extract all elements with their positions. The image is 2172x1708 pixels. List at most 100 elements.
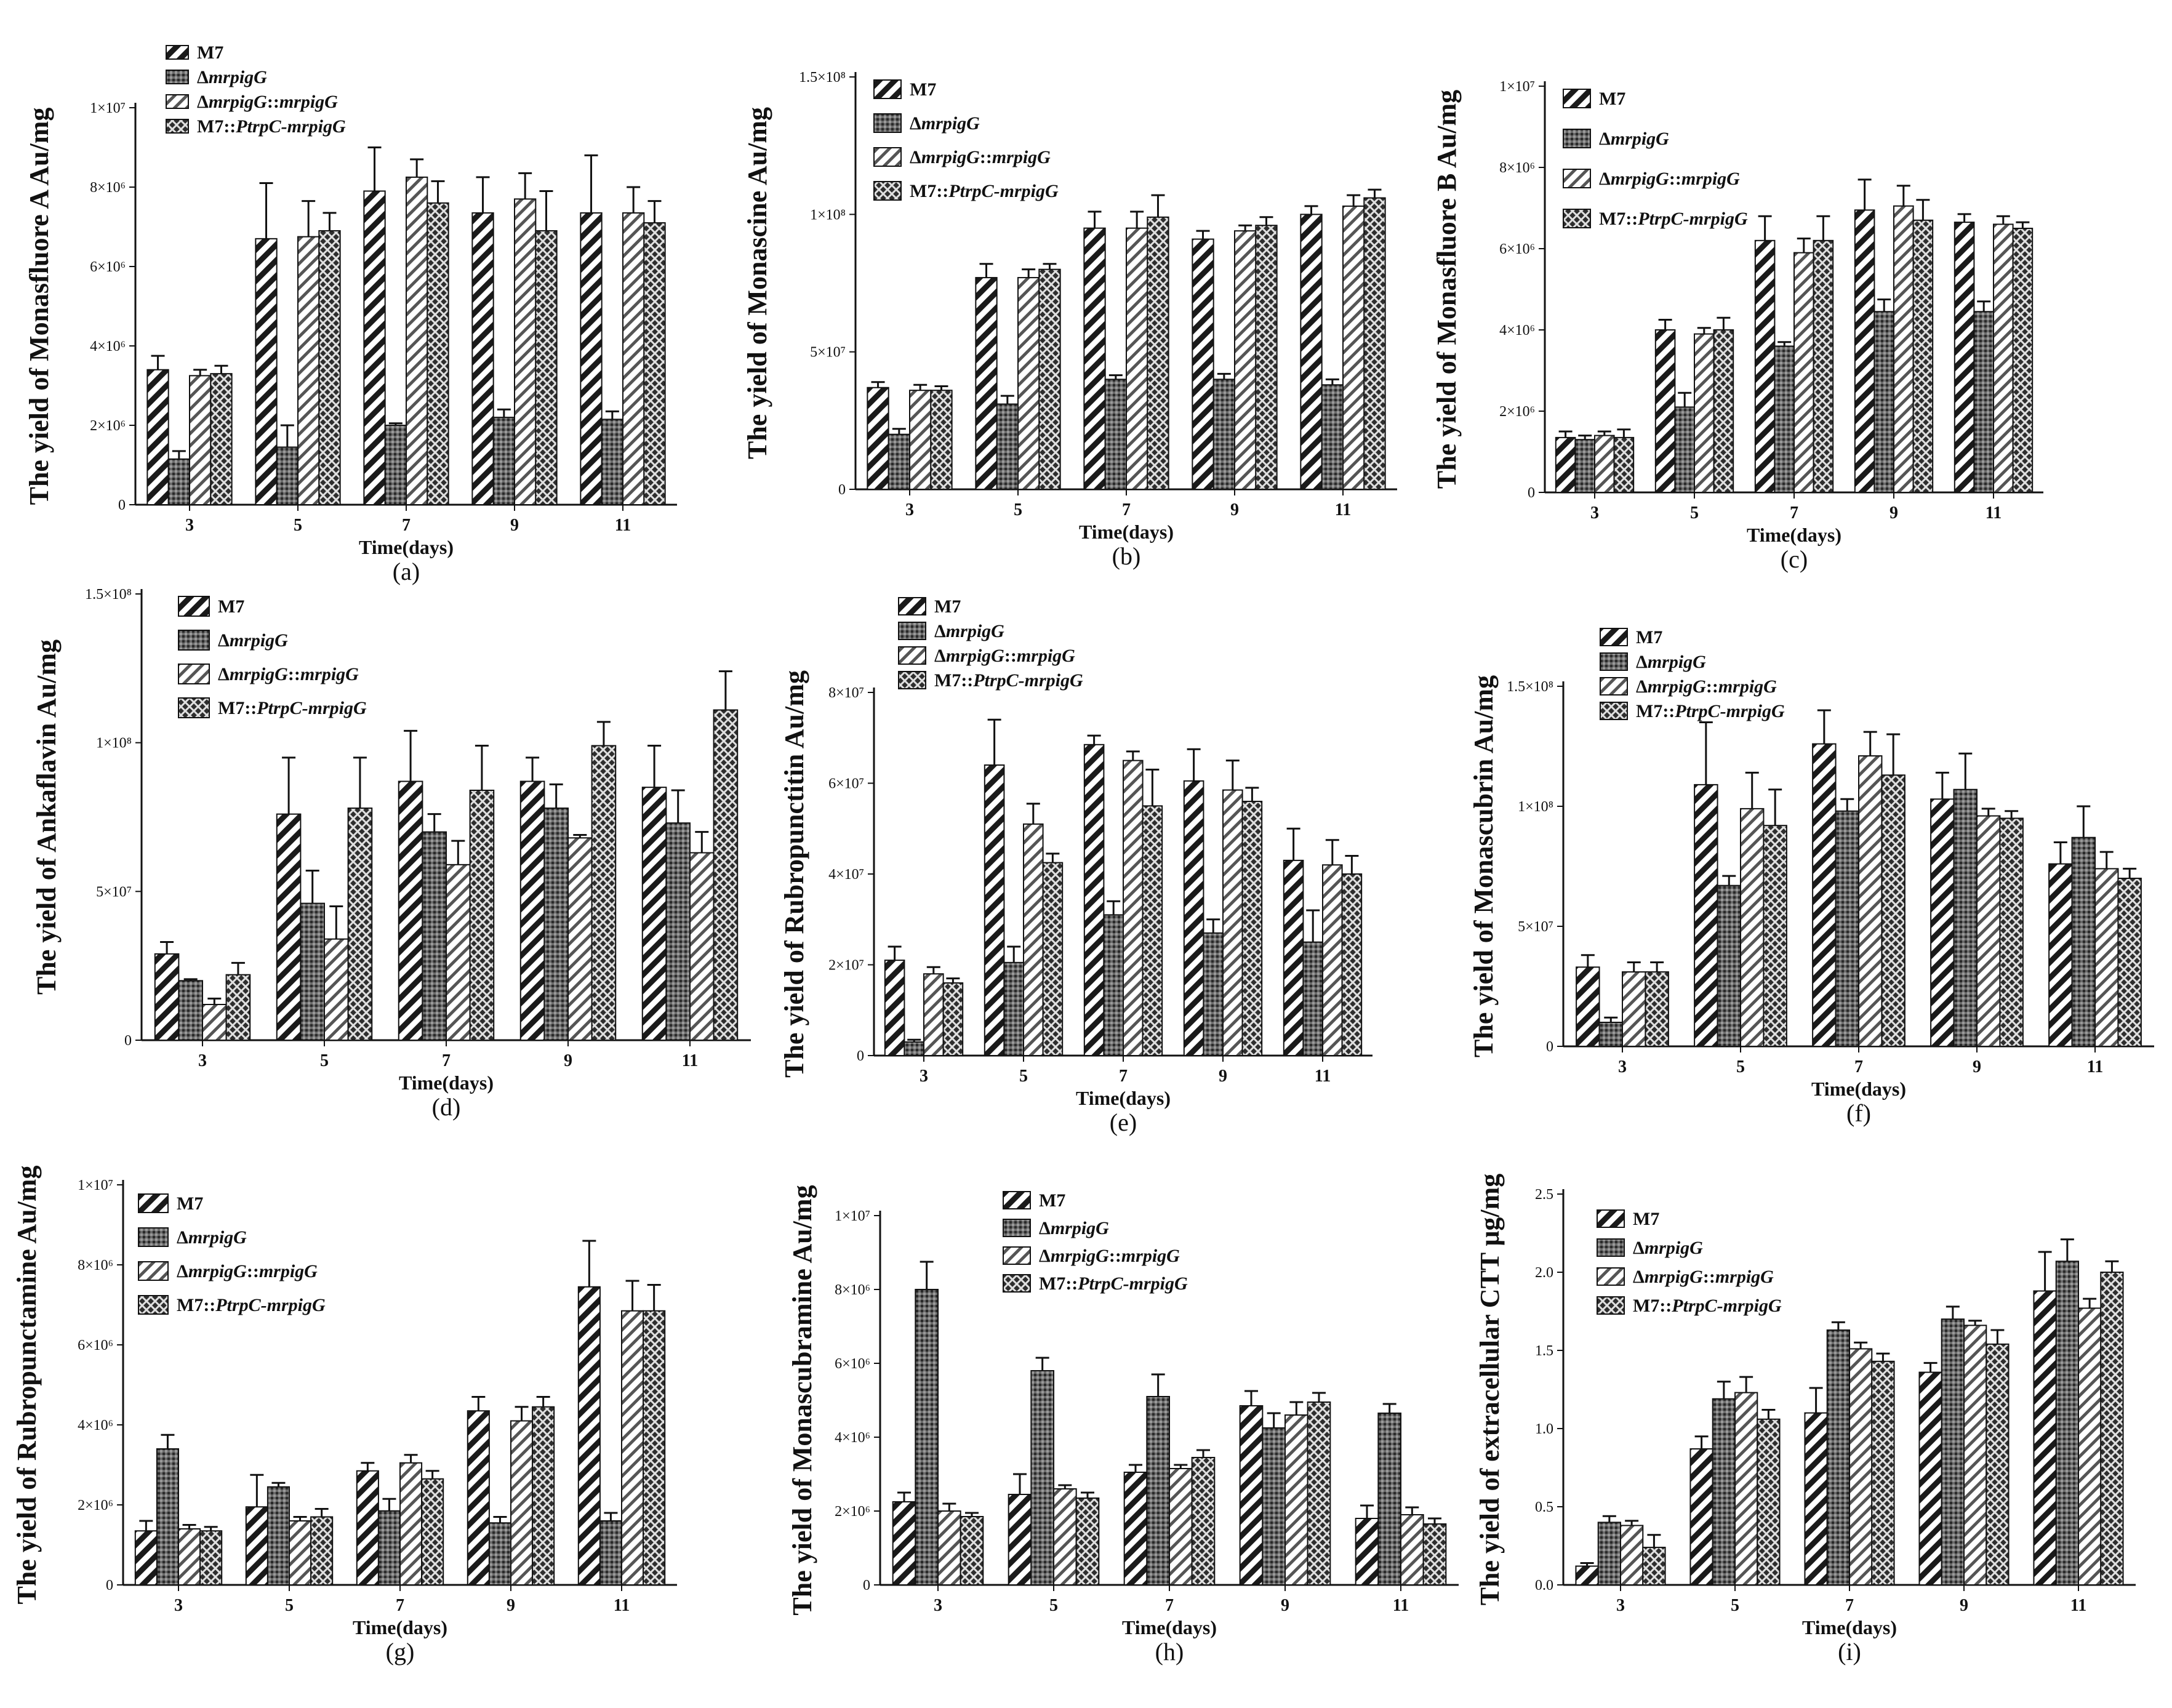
- bar: [510, 1420, 534, 1586]
- y-tick-label: 1.5×10⁸: [1507, 679, 1553, 695]
- x-tick-label: 5: [1049, 1596, 1058, 1615]
- legend-swatch: [166, 119, 189, 134]
- legend-swatch: [1600, 677, 1628, 696]
- bar: [1757, 1418, 1781, 1586]
- legend-swatch: [178, 664, 210, 684]
- legend-swatch: [178, 596, 210, 617]
- bar: [1053, 1488, 1077, 1586]
- legend-label: ΔmrpigG: [934, 621, 1004, 641]
- x-axis-title: Time(days): [353, 1616, 447, 1638]
- bar: [1241, 801, 1263, 1056]
- legend-label: M7::PtrpC-mrpigG: [177, 1295, 326, 1315]
- y-tick-label: 1×10⁷: [1499, 79, 1535, 95]
- bar: [245, 1506, 268, 1586]
- bar: [399, 1462, 423, 1586]
- bar: [1422, 1523, 1447, 1586]
- bar: [1854, 209, 1875, 493]
- legend-swatch: [138, 1193, 169, 1213]
- bar: [1083, 744, 1105, 1056]
- legend-swatch: [178, 697, 210, 718]
- x-tick-label: 3: [1590, 503, 1599, 523]
- y-axis-title: The yield of Monasfluore A Au/mg: [24, 108, 54, 505]
- bar: [1284, 1414, 1308, 1586]
- bar: [643, 1310, 666, 1586]
- bar: [1999, 817, 2024, 1047]
- legend-label: ΔmrpigG: [1599, 129, 1669, 149]
- bar: [1123, 760, 1144, 1056]
- bar: [2094, 868, 2119, 1048]
- x-tick-label: 11: [614, 1596, 630, 1615]
- legend-swatch: [898, 671, 926, 689]
- legend-swatch: [166, 70, 189, 84]
- bar: [888, 433, 911, 491]
- y-tick-label: 1.0: [1535, 1421, 1553, 1437]
- bar: [1123, 1472, 1148, 1586]
- x-tick-label: 9: [1889, 503, 1898, 523]
- bar: [356, 1470, 379, 1586]
- bar: [467, 1410, 490, 1586]
- y-tick-label: 1×10⁸: [810, 207, 846, 223]
- chart-panel-3: 0 2×10⁶ 4×10⁶ 6×10⁶ 8×10⁶ 1×10⁷ 3 5 7 9 11 The yiel…: [1432, 79, 2043, 573]
- bar: [1321, 384, 1344, 490]
- y-tick-label: 5×10⁷: [1518, 919, 1553, 935]
- y-tick-label: 8×10⁶: [78, 1257, 113, 1273]
- bar: [1142, 805, 1163, 1056]
- x-tick-label: 3: [1618, 1057, 1627, 1077]
- bar: [689, 852, 715, 1041]
- bar: [1893, 205, 1914, 493]
- bar: [1342, 205, 1365, 490]
- bar: [347, 808, 373, 1041]
- bar: [1147, 216, 1169, 490]
- x-tick-label: 11: [1986, 503, 2002, 523]
- bar: [1793, 252, 1814, 493]
- bar: [641, 787, 667, 1041]
- bar: [1307, 1401, 1331, 1586]
- legend-swatch: [873, 113, 902, 133]
- x-axis-title: Time(days): [1079, 521, 1174, 543]
- bar: [1042, 862, 1064, 1056]
- x-tick-label: 5: [294, 516, 302, 535]
- bar: [599, 1520, 623, 1586]
- bar: [189, 375, 212, 505]
- x-tick-label: 7: [1854, 1057, 1863, 1077]
- bar: [469, 790, 495, 1041]
- x-axis-title: Time(days): [399, 1072, 494, 1094]
- bar: [300, 902, 326, 1041]
- bar: [942, 982, 964, 1056]
- y-axis-title: The yield of Rubropunctamine Au/mg: [12, 1165, 42, 1604]
- bar: [1993, 223, 2014, 493]
- bar: [178, 980, 204, 1041]
- bar: [1734, 1392, 1758, 1586]
- chart-panel-2: 0 5×10⁷ 1×10⁸ 1.5×10⁸ 3 5 7 9 11 The yield of Mon…: [742, 70, 1397, 570]
- bar: [1341, 873, 1363, 1056]
- bar: [1234, 230, 1257, 490]
- panel-letter: (c): [1781, 545, 1808, 573]
- legend-swatch: [1003, 1274, 1031, 1293]
- bar: [2055, 1261, 2079, 1586]
- bar: [937, 1510, 961, 1586]
- x-tick-label: 5: [1014, 500, 1022, 519]
- bar: [1203, 932, 1224, 1056]
- chart-panel-8: 0 2×10⁶ 4×10⁶ 6×10⁶ 8×10⁶ 1×10⁷ 3 5 7 9 11 The yiel…: [787, 1185, 1459, 1666]
- bar: [1763, 825, 1787, 1047]
- legend-label: M7: [1636, 627, 1662, 648]
- chart-panel-5: 0 2×10⁷ 4×10⁷ 6×10⁷ 8×10⁷ 3 5 7 9 11 The yield of …: [779, 596, 1373, 1136]
- bar: [984, 764, 1005, 1056]
- bar: [1871, 1360, 1895, 1586]
- legend-swatch: [898, 622, 926, 640]
- legend-label: M7: [1633, 1209, 1659, 1229]
- bar: [577, 1286, 601, 1586]
- y-tick-label: 8×10⁶: [1499, 160, 1535, 176]
- legend-swatch: [166, 45, 189, 60]
- bar: [1873, 311, 1894, 493]
- bar: [1363, 197, 1386, 490]
- bar: [199, 1530, 223, 1586]
- bar: [297, 236, 320, 505]
- bar: [884, 960, 905, 1056]
- bar: [1858, 755, 1883, 1047]
- legend-label: M7::PtrpC-mrpigG: [910, 181, 1059, 201]
- x-tick-label: 9: [510, 516, 519, 535]
- y-tick-label: 1.5×10⁸: [799, 70, 846, 86]
- bar: [276, 446, 299, 505]
- bar: [406, 176, 428, 505]
